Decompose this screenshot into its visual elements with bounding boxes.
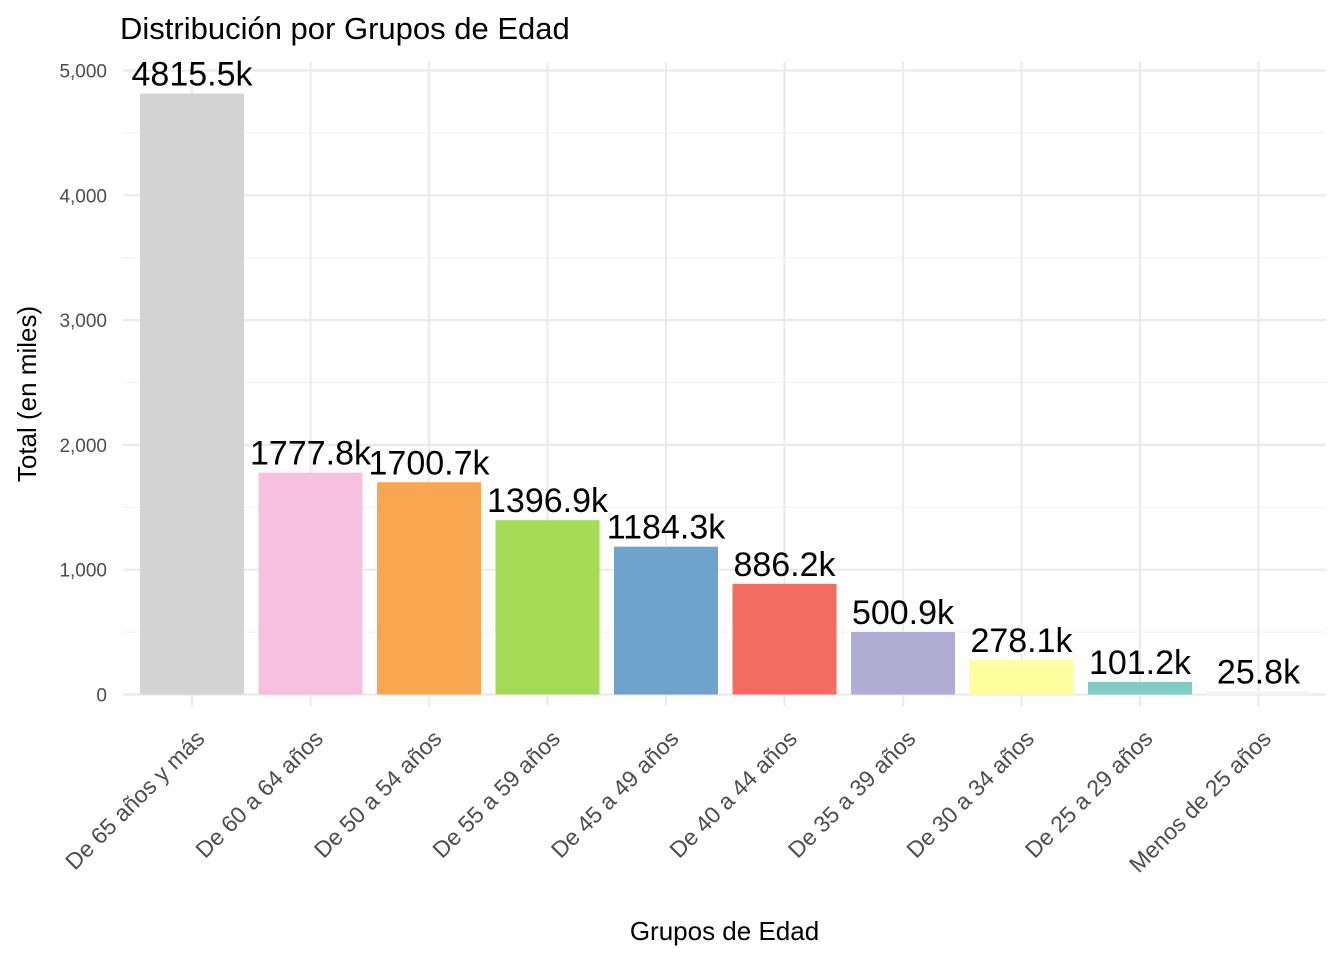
x-tick-label: De 35 a 39 años — [783, 725, 921, 863]
y-axis-title: Total (en miles) — [12, 306, 42, 482]
x-tick-label: De 45 a 49 años — [546, 725, 684, 863]
x-tick-label: De 25 a 29 años — [1020, 725, 1158, 863]
bar-value-label: 1396.9k — [487, 482, 609, 520]
bar-value-label: 1777.8k — [250, 435, 372, 473]
y-tick-label: 1,000 — [59, 561, 107, 582]
x-tick-label: De 40 a 44 años — [664, 725, 802, 863]
bar-value-label: 886.2k — [733, 546, 836, 584]
y-tick-label: 2,000 — [59, 436, 107, 457]
bar-value-label: 1184.3k — [607, 509, 726, 547]
bar — [377, 482, 481, 695]
bar-value-label: 4815.5k — [132, 56, 254, 94]
x-tick-label: De 50 a 54 años — [309, 725, 447, 863]
bar-value-label: 1700.7k — [369, 444, 491, 482]
y-axis-ticks: 0 1,000 2,000 3,000 4,000 5,000 — [59, 62, 107, 707]
bar — [495, 520, 600, 695]
bar — [732, 583, 837, 695]
bar — [969, 659, 1074, 695]
y-tick-label: 0 — [96, 686, 107, 707]
bar — [1088, 681, 1192, 695]
bar — [1206, 691, 1311, 695]
x-axis-title: Grupos de Edad — [630, 916, 819, 946]
x-tick-label: De 30 a 34 años — [901, 725, 1039, 863]
bar — [614, 546, 718, 695]
bar-value-label: 500.9k — [852, 594, 955, 632]
y-tick-label: 5,000 — [59, 62, 107, 83]
data-labels: 4815.5k 1777.8k1700.7k1396.9k1184.3k886.2… — [132, 56, 1302, 692]
bar — [258, 472, 363, 695]
y-tick-label: 4,000 — [59, 186, 107, 207]
bar-value-label: 25.8k — [1217, 653, 1301, 691]
bar — [851, 631, 955, 695]
bar — [140, 93, 244, 695]
bar-value-label: 101.2k — [1089, 644, 1192, 682]
chart-title: Distribución por Grupos de Edad — [120, 11, 570, 46]
x-tick-label: De 60 a 64 años — [190, 725, 328, 863]
bars — [140, 93, 1311, 695]
x-tick-label: De 65 años y más — [60, 725, 209, 874]
bar-value-label: 278.1k — [970, 622, 1073, 660]
x-tick-label: De 55 a 59 años — [427, 725, 565, 863]
y-tick-label: 3,000 — [59, 311, 107, 332]
